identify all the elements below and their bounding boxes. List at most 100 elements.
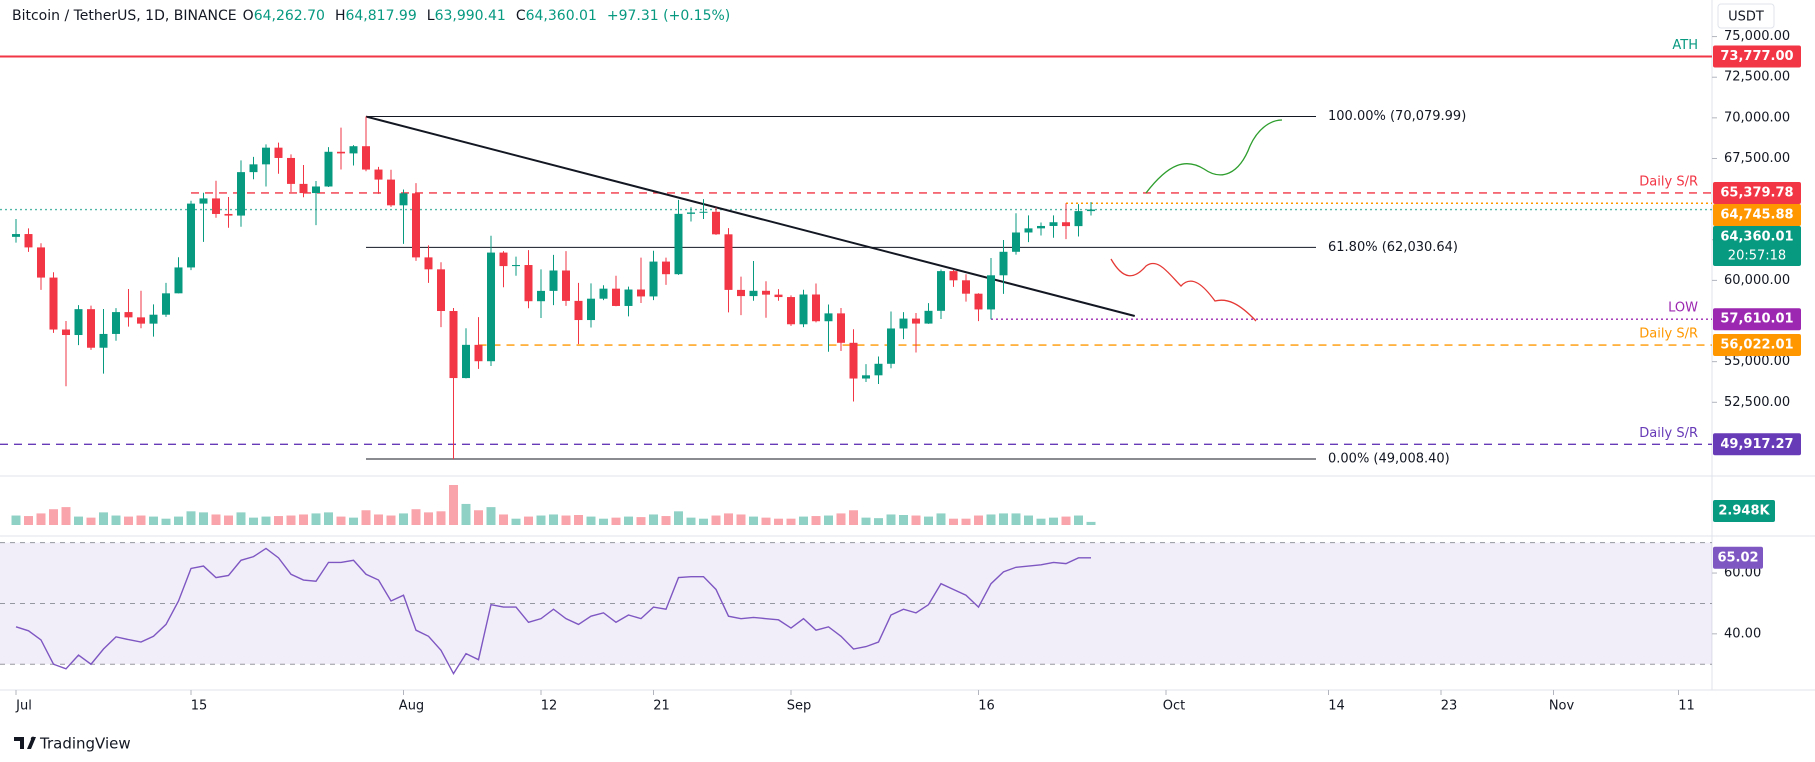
ohlc-key: C bbox=[515, 8, 526, 24]
x-tick-label: 21 bbox=[653, 699, 670, 714]
currency-frame bbox=[1717, 3, 1775, 29]
volume-bar bbox=[424, 512, 433, 525]
candle-body bbox=[37, 247, 45, 278]
volume-bar bbox=[99, 512, 108, 525]
rsi-band-fill bbox=[0, 542, 1712, 665]
brand-logo bbox=[14, 736, 36, 749]
candle-body bbox=[249, 164, 258, 173]
candle-body bbox=[337, 151, 345, 154]
trendline bbox=[365, 115, 1136, 317]
candle-body bbox=[412, 193, 420, 258]
candle-body bbox=[237, 172, 245, 216]
y-tick-label: 60.00 bbox=[1724, 566, 1761, 581]
volume-bar bbox=[449, 485, 458, 525]
candle-body bbox=[574, 300, 583, 321]
volume-bar bbox=[961, 518, 971, 525]
price-tag-label: 49,917.27 bbox=[1720, 437, 1793, 452]
candle-body bbox=[112, 312, 120, 334]
volume-bar bbox=[599, 518, 608, 525]
volume-bar bbox=[149, 516, 158, 525]
candle-body bbox=[299, 183, 308, 194]
volume-tag bbox=[1713, 500, 1775, 522]
level-note: LOW bbox=[1668, 301, 1698, 316]
volume-bar bbox=[699, 518, 708, 525]
volume-bar bbox=[461, 503, 471, 525]
volume-bar bbox=[686, 517, 696, 525]
volume-bar bbox=[949, 518, 958, 525]
volume-bar bbox=[836, 513, 846, 525]
candle-body bbox=[537, 290, 545, 302]
volume-bar bbox=[1049, 517, 1058, 525]
price-tag bbox=[1713, 334, 1801, 357]
price-tag bbox=[1713, 225, 1801, 266]
ohlc-value: 64,817.99 bbox=[345, 8, 417, 24]
candle-body bbox=[449, 311, 458, 379]
candle-body bbox=[74, 309, 83, 336]
candle-body bbox=[312, 186, 320, 194]
volume-bar bbox=[374, 514, 383, 525]
price-tag-label: 57,610.01 bbox=[1720, 312, 1793, 327]
volume-bar bbox=[86, 517, 96, 525]
volume-bar bbox=[386, 515, 396, 525]
ohlc-value: 63,990.41 bbox=[434, 8, 506, 24]
volume-bar bbox=[736, 514, 746, 525]
volume-bar bbox=[474, 510, 483, 525]
volume-bar bbox=[136, 515, 146, 525]
volume-bar bbox=[786, 518, 796, 525]
candle-body bbox=[924, 310, 933, 324]
volume-bar bbox=[1011, 513, 1021, 525]
candle-body bbox=[699, 211, 708, 213]
candle-body bbox=[62, 329, 70, 336]
candle-body bbox=[837, 313, 845, 343]
x-tick-label: Sep bbox=[787, 699, 812, 714]
legend-header: Bitcoin / TetherUS, 1D, BINANCE O64,262.… bbox=[12, 8, 734, 24]
fib-label: 61.80% (62,030.64) bbox=[1328, 240, 1458, 255]
candle-body bbox=[662, 261, 670, 275]
candle-body bbox=[562, 270, 570, 301]
level-note: ATH bbox=[1672, 38, 1698, 53]
candle-body bbox=[774, 294, 783, 298]
candle-body bbox=[874, 363, 883, 376]
volume-bar bbox=[524, 516, 533, 525]
volume-bar bbox=[674, 511, 683, 525]
candle-body bbox=[124, 312, 133, 318]
volume-bar bbox=[299, 514, 308, 525]
volume-bar bbox=[311, 513, 321, 525]
volume-bar bbox=[749, 516, 758, 525]
price-tag-label: 64,745.88 bbox=[1720, 207, 1793, 222]
candle-body bbox=[749, 290, 758, 297]
volume-bar bbox=[1036, 518, 1046, 525]
symbol: Bitcoin / TetherUS, 1D, BINANCE bbox=[12, 8, 237, 24]
volume-bar bbox=[586, 516, 596, 525]
candle-body bbox=[174, 267, 183, 294]
candle-body bbox=[512, 265, 520, 267]
volume-bar bbox=[186, 511, 196, 525]
volume-bar bbox=[511, 518, 521, 525]
y-tick-label: 75,000.00 bbox=[1724, 29, 1790, 44]
volume-bar bbox=[849, 510, 858, 525]
volume-bar bbox=[999, 513, 1008, 525]
price-tag-label: 65,379.78 bbox=[1720, 185, 1793, 200]
volume-bar bbox=[349, 517, 358, 525]
y-tick-label: 67,500.00 bbox=[1724, 151, 1790, 166]
candle-body bbox=[1087, 209, 1095, 212]
volume-bar bbox=[174, 516, 183, 525]
level-note: Daily S/R bbox=[1639, 174, 1698, 189]
price-tag bbox=[1713, 308, 1801, 331]
candle-body bbox=[599, 288, 608, 299]
x-tick-label: Nov bbox=[1549, 699, 1575, 714]
candle-body bbox=[424, 257, 433, 270]
ohlc-value: 64,262.70 bbox=[253, 8, 325, 24]
volume-bar bbox=[1086, 521, 1096, 525]
volume-bar bbox=[411, 509, 421, 525]
volume-bar bbox=[661, 516, 671, 525]
volume-bar bbox=[611, 517, 621, 525]
candle-body bbox=[612, 288, 620, 306]
fib-label: 100.00% (70,079.99) bbox=[1328, 109, 1466, 124]
volume-bar bbox=[811, 516, 821, 525]
candle-body bbox=[149, 314, 158, 324]
candle-body bbox=[724, 234, 733, 290]
y-tick-label: 72,500.00 bbox=[1724, 70, 1790, 85]
candle-body bbox=[899, 318, 908, 329]
candle-body bbox=[649, 261, 658, 297]
